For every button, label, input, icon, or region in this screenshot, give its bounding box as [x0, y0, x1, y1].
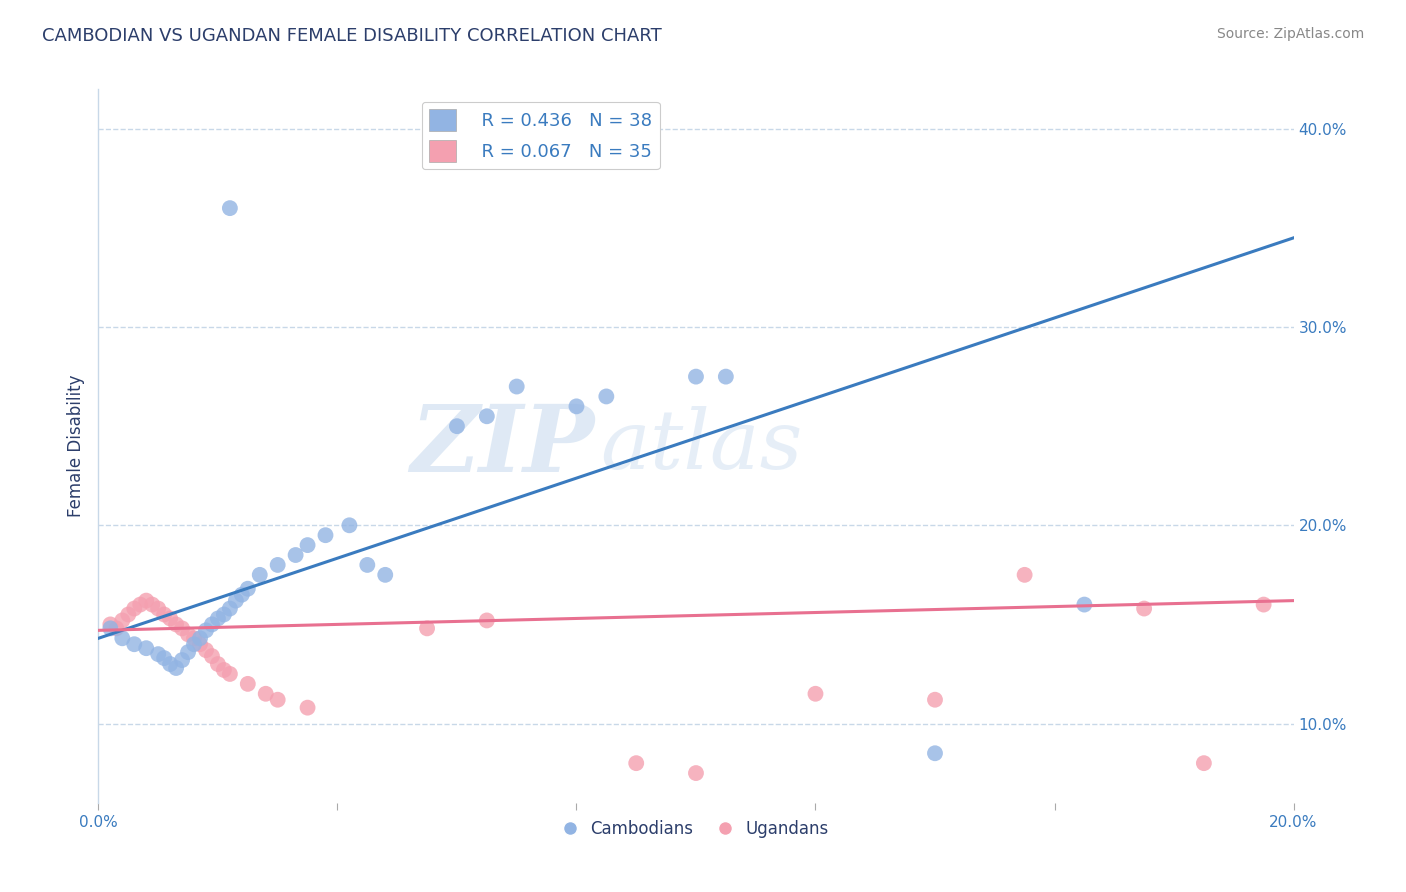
Point: [225, 593, 247, 607]
Point: [446, 419, 468, 434]
Point: [105, 621, 128, 635]
Point: [297, 700, 319, 714]
Point: [1192, 756, 1215, 771]
Point: [212, 663, 235, 677]
Point: [1133, 601, 1156, 615]
Text: ZIP: ZIP: [411, 401, 595, 491]
Point: [475, 614, 498, 628]
Point: [159, 657, 181, 671]
Text: CAMBODIAN VS UGANDAN FEMALE DISABILITY CORRELATION CHART: CAMBODIAN VS UGANDAN FEMALE DISABILITY C…: [42, 27, 662, 45]
Point: [129, 598, 152, 612]
Point: [249, 567, 271, 582]
Point: [188, 637, 211, 651]
Point: [111, 614, 134, 628]
Point: [685, 369, 707, 384]
Point: [207, 611, 229, 625]
Point: [1253, 598, 1275, 612]
Point: [339, 518, 361, 533]
Point: [183, 632, 205, 646]
Point: [183, 637, 205, 651]
Point: [124, 637, 146, 651]
Point: [236, 582, 259, 596]
Point: [148, 601, 170, 615]
Point: [685, 766, 707, 780]
Point: [1073, 598, 1095, 612]
Point: [172, 653, 194, 667]
Point: [356, 558, 378, 572]
Point: [207, 657, 229, 671]
Point: [195, 643, 218, 657]
Point: [177, 627, 200, 641]
Point: [565, 400, 588, 414]
Point: [117, 607, 139, 622]
Legend: Cambodians, Ugandans: Cambodians, Ugandans: [557, 814, 835, 845]
Point: [148, 647, 170, 661]
Point: [219, 601, 242, 615]
Point: [98, 621, 122, 635]
Point: [172, 621, 194, 635]
Point: [1014, 567, 1036, 582]
Point: [135, 641, 157, 656]
Point: [177, 645, 200, 659]
Point: [219, 667, 242, 681]
Text: atlas: atlas: [600, 406, 803, 486]
Point: [416, 621, 439, 635]
Point: [315, 528, 337, 542]
Point: [626, 756, 648, 771]
Point: [165, 661, 187, 675]
Point: [595, 389, 617, 403]
Point: [195, 624, 218, 638]
Point: [98, 617, 122, 632]
Point: [201, 649, 224, 664]
Point: [924, 692, 946, 706]
Point: [267, 692, 290, 706]
Point: [267, 558, 290, 572]
Point: [475, 409, 498, 424]
Point: [714, 369, 737, 384]
Point: [124, 601, 146, 615]
Point: [374, 567, 396, 582]
Point: [804, 687, 827, 701]
Point: [111, 632, 134, 646]
Y-axis label: Female Disability: Female Disability: [66, 375, 84, 517]
Point: [219, 201, 242, 215]
Point: [201, 617, 224, 632]
Point: [284, 548, 307, 562]
Point: [135, 593, 157, 607]
Point: [153, 651, 176, 665]
Point: [188, 632, 211, 646]
Point: [506, 379, 529, 393]
Point: [141, 598, 163, 612]
Text: Source: ZipAtlas.com: Source: ZipAtlas.com: [1216, 27, 1364, 41]
Point: [159, 611, 181, 625]
Point: [297, 538, 319, 552]
Point: [924, 746, 946, 760]
Point: [254, 687, 277, 701]
Point: [212, 607, 235, 622]
Point: [231, 588, 253, 602]
Point: [236, 677, 259, 691]
Point: [153, 607, 176, 622]
Point: [165, 617, 187, 632]
